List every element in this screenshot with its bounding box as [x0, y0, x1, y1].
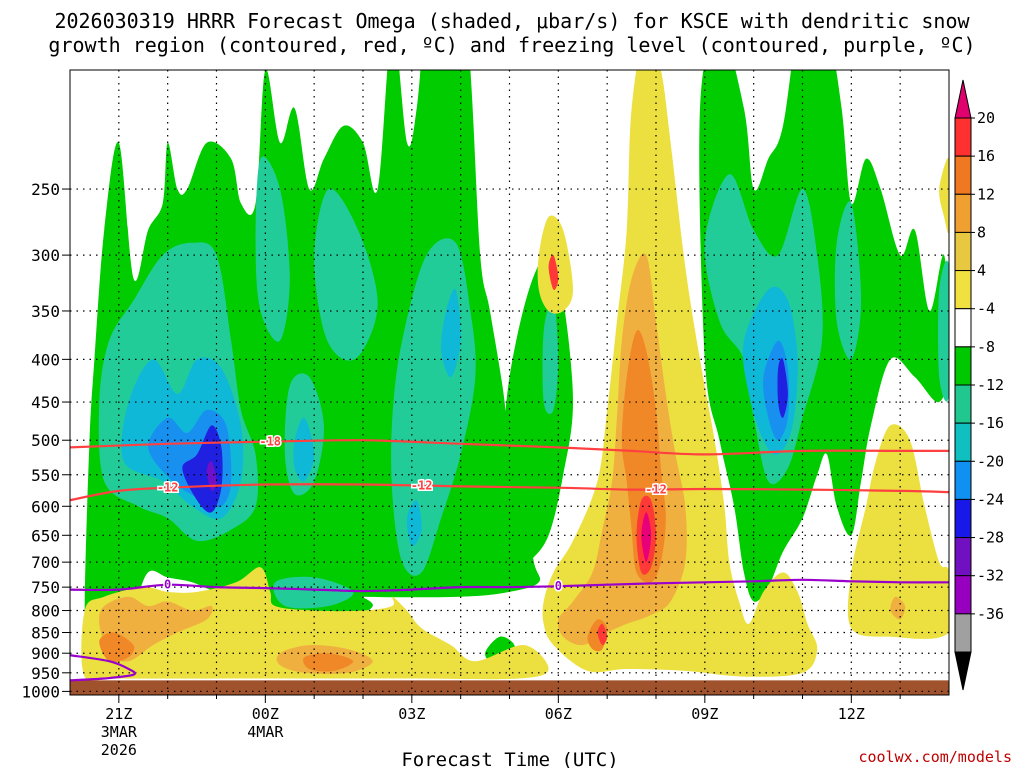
colorbar-label: 8	[977, 223, 986, 241]
omega-shading	[81, 70, 949, 683]
x-tick-label: 21Z	[105, 705, 132, 723]
omega-area-cyan-mid	[293, 417, 315, 482]
y-tick-label: 900	[31, 644, 60, 663]
y-tick-label: 500	[31, 431, 60, 450]
y-tick-label: 250	[31, 180, 60, 199]
colorbar-label: -8	[977, 338, 995, 356]
contour-freezing-zero	[70, 578, 949, 593]
colorbar-label: -28	[977, 529, 1004, 547]
x-tick-label: 09Z	[691, 705, 718, 723]
x-tick-label: 06Z	[545, 705, 572, 723]
y-tick-label: 800	[31, 602, 60, 621]
contour-label-dgz-minus12: -12	[411, 479, 433, 493]
x-tick-label: 00Z	[252, 705, 279, 723]
x-tick-date: 3MAR	[101, 723, 138, 741]
colorbar-label: -32	[977, 567, 1004, 585]
colorbar-label: -12	[977, 376, 1004, 394]
omega-area-yellow-top-right	[939, 157, 949, 234]
contour-label-dgz-minus18: -18	[259, 435, 281, 449]
omega-area-yellow-right	[847, 424, 949, 639]
omega-area-gold-right	[890, 596, 906, 620]
colorbar-label: -24	[977, 490, 1004, 508]
contour-freezing-zero-low	[70, 654, 137, 682]
colorbar-label: 20	[977, 109, 995, 127]
contour-label-freezing-zero: 0	[555, 579, 562, 593]
contour-lines: -18 -12 -12 -12 0 0	[70, 433, 949, 682]
omega-area-magenta-main	[641, 512, 652, 563]
x-tick-label: 03Z	[398, 705, 425, 723]
contour-label-dgz-minus12: -12	[157, 481, 179, 495]
omega-area-teal-c2	[314, 188, 378, 361]
y-tick-label: 850	[31, 624, 60, 643]
omega-area-teal-r2	[834, 201, 862, 360]
colorbar-label: 4	[977, 262, 986, 280]
colorbar-swatch	[954, 231, 972, 272]
omega-area-green-right	[699, 70, 949, 602]
y-tick-label: 300	[31, 246, 60, 265]
colorbar-swatch	[954, 613, 972, 653]
y-tick-label: 350	[31, 302, 60, 321]
contour-label-freezing-zero: 0	[164, 578, 171, 592]
colorbar: 20 16 12 8 4 -4 -8 -12 -16 -20 -24 -28 -32 -36	[954, 79, 1004, 691]
colorbar-swatch	[954, 422, 972, 462]
colorbar-swatch	[954, 384, 972, 424]
colorbar-label: 12	[977, 185, 995, 203]
y-tick-label: 650	[31, 526, 60, 545]
colorbar-swatch	[954, 346, 972, 386]
omega-area-orange-low-left	[99, 632, 135, 663]
x-axis-label: Forecast Time (UTC)	[401, 749, 618, 768]
chart-title-line2: growth region (contoured, red, ºC) and f…	[48, 33, 975, 57]
y-tick-label: 750	[31, 578, 60, 597]
colorbar-swatch	[954, 155, 972, 195]
omega-area-purple-left	[206, 461, 217, 492]
y-tick-label: 400	[31, 350, 60, 369]
colorbar-label: -36	[977, 605, 1004, 623]
colorbar-swatch	[954, 460, 972, 500]
contour-label-dgz-minus12: -12	[645, 482, 667, 496]
y-tick-label: 950	[31, 664, 60, 683]
omega-area-cyan-c5	[406, 500, 422, 547]
omega-area-red-top	[548, 254, 559, 290]
y-tick-label: 550	[31, 466, 60, 485]
y-tick-label: 1000	[21, 682, 60, 701]
omega-area-teal-r3	[938, 260, 949, 402]
colorbar-swatch	[954, 575, 972, 615]
y-tick-label: 450	[31, 393, 60, 412]
omega-area-teal-c1	[255, 156, 290, 342]
x-tick-label: 12Z	[838, 705, 865, 723]
chart-title-line1: 2026030319 HRRR Forecast Omega (shaded, …	[54, 9, 970, 33]
omega-area-yellow-low-left	[81, 567, 549, 683]
omega-area-teal-c5	[542, 299, 559, 415]
colorbar-label: -20	[977, 452, 1004, 470]
colorbar-bottom-arrow	[954, 651, 972, 691]
colorbar-swatch	[954, 498, 972, 539]
omega-area-red-06z	[597, 623, 608, 646]
colorbar-label: -16	[977, 414, 1004, 432]
y-axis: 2503003504004505005506006507007508008509…	[21, 180, 70, 701]
y-tick-label: 600	[31, 497, 60, 516]
colorbar-swatch	[954, 193, 972, 233]
colorbar-label: -4	[977, 300, 995, 318]
contour-dgz-minus12	[70, 483, 949, 502]
omega-area-orange-low-mid	[303, 653, 354, 672]
colorbar-label: 16	[977, 147, 995, 165]
credit-link[interactable]: coolwx.com/models	[858, 748, 1012, 766]
gridlines	[70, 70, 949, 695]
colorbar-swatch	[954, 308, 972, 348]
colorbar-swatch	[954, 117, 972, 157]
y-tick-label: 700	[31, 553, 60, 572]
omega-area-navy-right	[777, 357, 788, 418]
omega-area-teal-c6	[273, 576, 354, 609]
colorbar-swatch	[954, 537, 972, 577]
colorbar-swatch	[954, 270, 972, 310]
omega-area-cyan-c4	[440, 288, 461, 378]
contour-dgz-minus18	[70, 439, 949, 456]
colorbar-top-arrow	[954, 79, 972, 119]
x-tick-date: 4MAR	[247, 723, 284, 741]
x-tick-year: 2026	[101, 741, 137, 759]
